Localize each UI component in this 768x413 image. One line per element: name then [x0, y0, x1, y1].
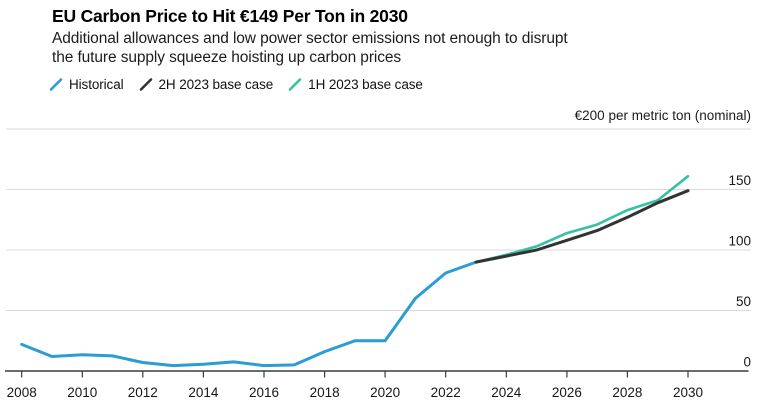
chart-subtitle: Additional allowances and low power sect…: [52, 30, 568, 67]
x-tick-label-2024: 2024: [491, 385, 522, 400]
x-tick-label-2028: 2028: [612, 385, 642, 400]
legend-label: Historical: [69, 77, 124, 92]
x-tick-label-2020: 2020: [370, 385, 400, 400]
line-slash-icon: [288, 78, 302, 91]
series-line-1h-2023-base-case: [474, 174, 690, 264]
subtitle-line-2: the future supply squeeze hoisting up ca…: [52, 48, 402, 66]
series-line-historical: [20, 260, 478, 368]
x-tick-label-2008: 2008: [7, 385, 37, 400]
line-slash-icon: [49, 78, 63, 91]
x-tick-label-2016: 2016: [249, 385, 279, 400]
y-tick-label-50: 50: [736, 294, 751, 309]
line-slash-icon: [139, 78, 152, 91]
chart-header: EU Carbon Price to Hit €149 Per Ton in 2…: [52, 5, 568, 67]
series-line-2h-2023-base-case: [474, 189, 690, 264]
x-tick-label-2022: 2022: [431, 385, 461, 400]
legend-item-1h-2023-base-case: 1H 2023 base case: [288, 77, 423, 92]
y-tick-label-0: 0: [743, 355, 751, 370]
x-tick-label-2014: 2014: [188, 385, 219, 400]
y-axis-unit-label: €200 per metric ton (nominal): [575, 108, 751, 123]
legend-label: 2H 2023 base case: [158, 77, 274, 92]
x-tick-label-2018: 2018: [310, 385, 340, 400]
x-tick-label-2026: 2026: [552, 385, 582, 400]
x-tick-label-2010: 2010: [67, 385, 97, 400]
y-tick-label-100: 100: [728, 234, 751, 249]
subtitle-line-1: Additional allowances and low power sect…: [52, 30, 568, 47]
chart-title: EU Carbon Price to Hit €149 Per Ton in 2…: [52, 6, 408, 26]
x-tick-label-2012: 2012: [128, 385, 158, 400]
chart-legend: Historical 2H 2023 base case 1H 2023 base …: [49, 77, 423, 92]
x-tick-label-2030: 2030: [673, 385, 703, 400]
legend-item-historical: Historical: [49, 77, 124, 92]
y-tick-label-150: 150: [728, 173, 751, 188]
legend-label: 1H 2023 base case: [308, 77, 423, 92]
legend-item-2h-2023-base-case: 2H 2023 base case: [139, 77, 274, 92]
